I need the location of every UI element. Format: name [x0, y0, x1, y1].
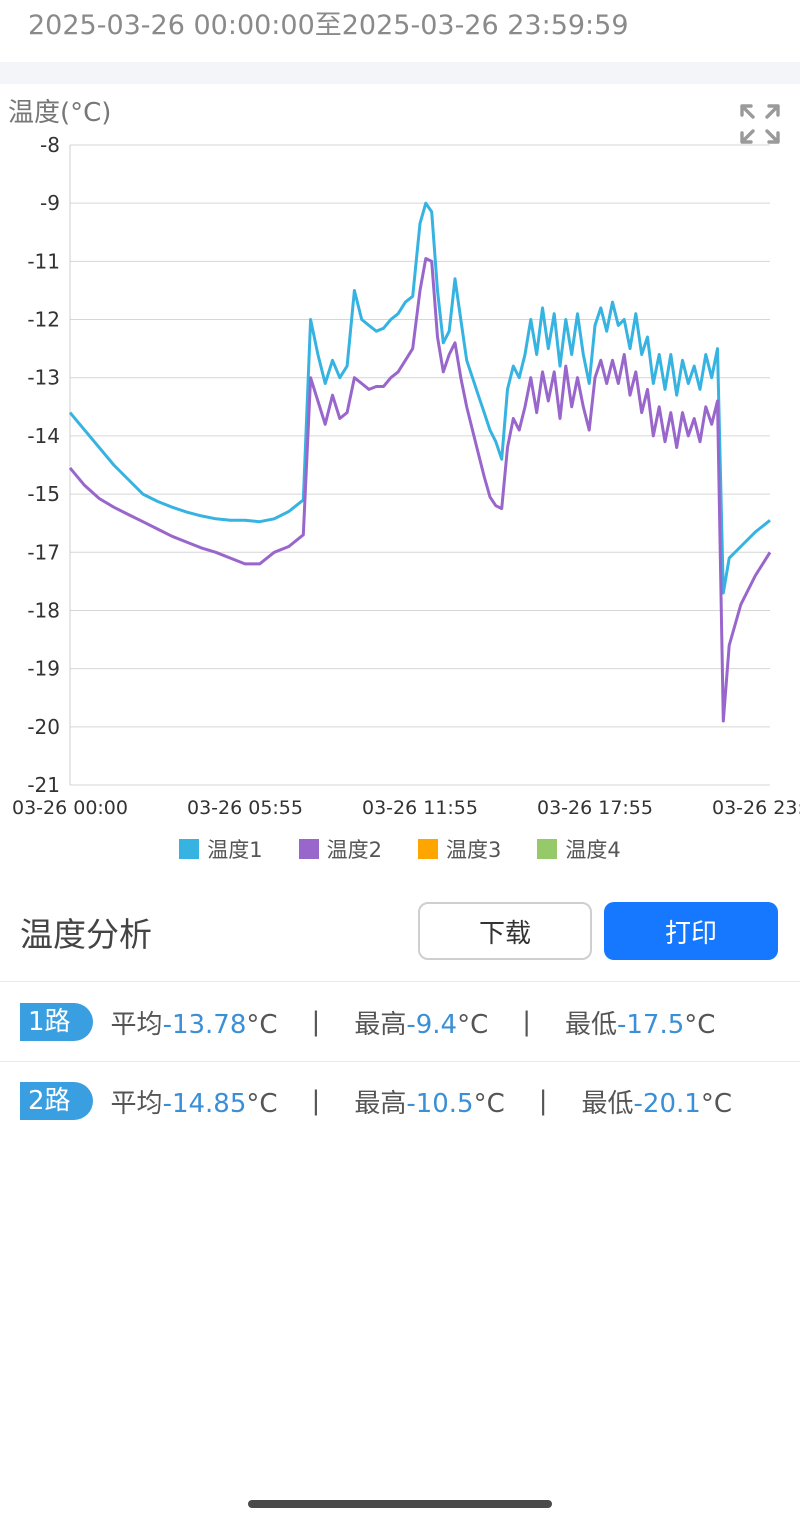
avg-stat-2: 平均-14.85°C [110, 1088, 278, 1119]
legend-label-3: 温度3 [446, 838, 502, 862]
y-tick-label: -21 [27, 773, 60, 797]
print-button[interactable]: 打印 [604, 902, 778, 960]
expand-icon[interactable] [738, 102, 782, 146]
legend-item-1[interactable]: 温度1 [179, 834, 263, 864]
x-tick-label: 03-26 00:00 [12, 797, 128, 819]
x-tick-label: 03-26 11:55 [362, 797, 478, 819]
legend-label-2: 温度2 [326, 838, 382, 862]
y-tick-label: -9 [40, 191, 60, 215]
chart-legend: 温度1 温度2 温度3 温度4 [0, 834, 800, 864]
legend-item-4[interactable]: 温度4 [537, 834, 621, 864]
y-tick-label: -15 [27, 482, 60, 506]
legend-swatch-3 [418, 839, 438, 859]
y-tick-label: -8 [40, 133, 60, 157]
max-stat-2: 最高-10.5°C [354, 1088, 505, 1119]
channel-badge-1: 1路 [20, 1003, 93, 1041]
legend-item-3[interactable]: 温度3 [418, 834, 501, 864]
y-tick-label: -14 [27, 424, 60, 448]
y-tick-label: -13 [27, 366, 60, 390]
divider [0, 1061, 800, 1062]
legend-swatch-2 [298, 839, 319, 859]
temperature-chart: -8-9-11-12-13-14-15-17-18-19-20-2103-26 … [12, 133, 800, 819]
channel-badge-2: 2路 [20, 1082, 93, 1120]
series-line-2 [68, 257, 772, 723]
divider [0, 981, 800, 982]
legend-label-1: 温度1 [207, 838, 263, 862]
max-stat-1: 最高-9.4°C [354, 1009, 489, 1040]
min-stat-1: 最低-17.5°C [564, 1009, 716, 1040]
analysis-title: 温度分析 [20, 915, 152, 954]
stat-row-1: 1路 平均-13.78°C | 最高-9.4°C | 最低-17.5°C [0, 992, 800, 1052]
x-tick-label: 03-26 05:55 [187, 797, 303, 819]
avg-stat-1: 平均-13.78°C [110, 1009, 278, 1040]
separator: | [538, 1086, 548, 1116]
section-band [0, 62, 800, 84]
home-indicator[interactable] [248, 1500, 552, 1508]
legend-label-4: 温度4 [565, 838, 621, 862]
min-stat-2: 最低-20.1°C [581, 1088, 732, 1119]
x-tick-label: 03-26 23:55 [712, 797, 800, 819]
download-button[interactable]: 下载 [418, 902, 592, 960]
legend-item-2[interactable]: 温度2 [298, 834, 382, 864]
y-tick-label: -20 [27, 715, 60, 739]
y-tick-label: -18 [27, 598, 60, 622]
legend-swatch-4 [537, 839, 558, 859]
y-tick-label: -17 [27, 540, 60, 564]
y-tick-label: -19 [27, 657, 60, 681]
separator: | [522, 1007, 531, 1037]
date-range[interactable]: 2025-03-26 00:00:00至2025-03-26 23:59:59 [28, 10, 629, 41]
y-tick-label: -11 [27, 249, 60, 273]
stat-row-2: 2路 平均-14.85°C | 最高-10.5°C | 最低-20.1°C [0, 1071, 800, 1131]
separator: | [311, 1086, 321, 1116]
x-tick-label: 03-26 17:55 [537, 797, 653, 819]
y-axis-label: 温度(°C) [8, 98, 112, 128]
separator: | [311, 1007, 321, 1037]
y-tick-label: -12 [27, 308, 60, 332]
legend-swatch-1 [179, 839, 200, 859]
series-line-1 [68, 201, 771, 595]
